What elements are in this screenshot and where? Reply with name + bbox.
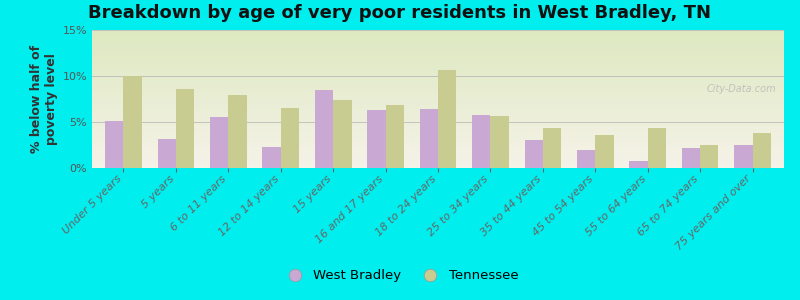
- Bar: [543, 128, 561, 168]
- Bar: [281, 108, 299, 168]
- Bar: [472, 115, 490, 168]
- Bar: [262, 147, 281, 168]
- Text: City-Data.com: City-Data.com: [706, 84, 776, 94]
- Bar: [648, 128, 666, 168]
- Bar: [228, 95, 246, 168]
- Bar: [490, 116, 509, 168]
- Bar: [734, 145, 753, 168]
- Bar: [333, 100, 351, 168]
- Bar: [105, 121, 123, 168]
- Bar: [700, 145, 718, 168]
- Bar: [210, 117, 228, 168]
- Bar: [595, 135, 614, 168]
- Bar: [438, 70, 456, 168]
- Bar: [525, 140, 543, 168]
- Bar: [367, 110, 386, 168]
- Bar: [176, 89, 194, 168]
- Bar: [315, 90, 333, 168]
- Bar: [386, 104, 404, 168]
- Bar: [420, 109, 438, 168]
- Bar: [682, 148, 700, 168]
- Bar: [577, 150, 595, 168]
- Bar: [753, 133, 771, 168]
- Text: Breakdown by age of very poor residents in West Bradley, TN: Breakdown by age of very poor residents …: [89, 4, 711, 22]
- Legend: West Bradley, Tennessee: West Bradley, Tennessee: [276, 264, 524, 287]
- Y-axis label: % below half of
poverty level: % below half of poverty level: [30, 45, 58, 153]
- Bar: [158, 140, 176, 168]
- Bar: [123, 76, 142, 168]
- Bar: [630, 160, 648, 168]
